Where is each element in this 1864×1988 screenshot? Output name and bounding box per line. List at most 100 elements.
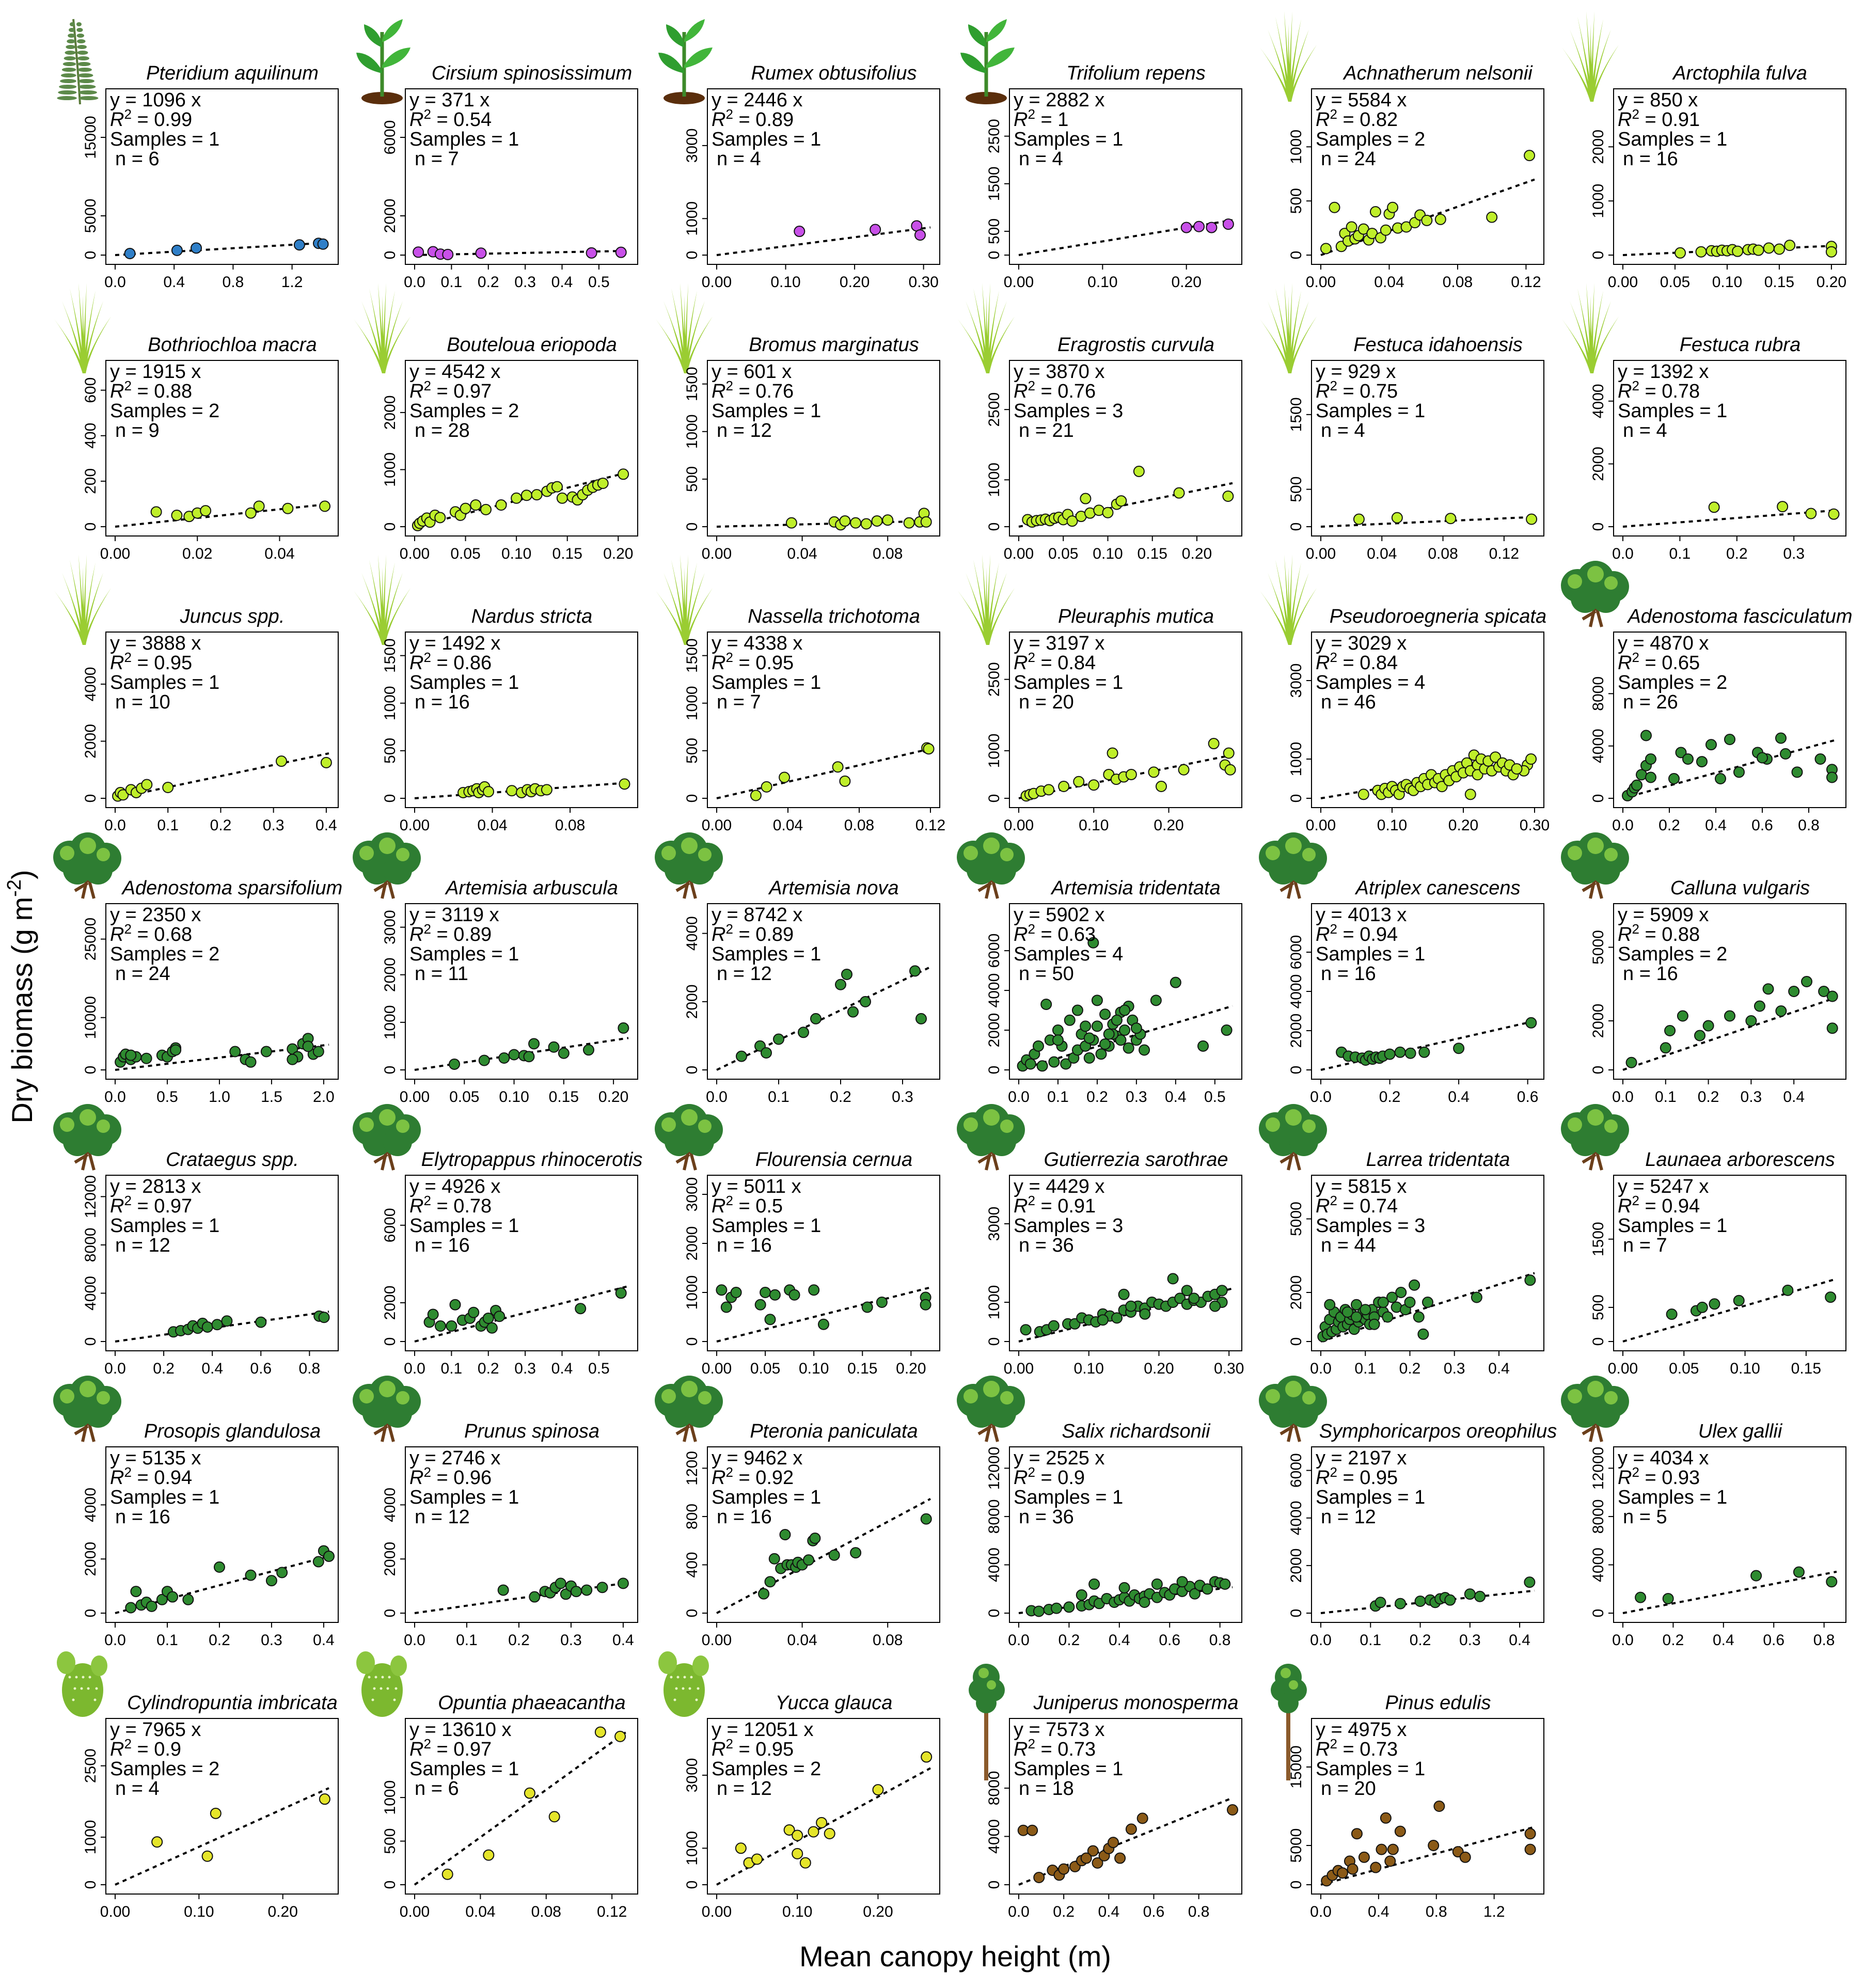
n-label: n = 11 [415, 963, 468, 985]
data-point [1115, 495, 1127, 507]
data-point [1782, 1284, 1794, 1296]
regression-line [414, 1285, 629, 1343]
y-tick-label: 0 [684, 523, 701, 531]
r-squared-label: R2 = 0.78 [409, 1193, 492, 1217]
data-point [1754, 1000, 1765, 1012]
plot-frame [1613, 1175, 1846, 1351]
r-squared-equals: = [733, 381, 755, 402]
data-point [1394, 1825, 1406, 1837]
regression-line [1622, 244, 1837, 256]
equation-label: y = 5247 x [1618, 1176, 1709, 1197]
r-squared-symbol: R [409, 1467, 423, 1489]
r-squared-symbol: R [110, 109, 124, 131]
n-value: 16 [448, 1235, 469, 1256]
r-squared-exponent: 2 [1330, 921, 1337, 937]
y-tick-label: 15000 [1288, 1745, 1305, 1788]
equation-label: y = 5584 x [1316, 89, 1407, 111]
y-tick-label: 1000 [684, 686, 701, 720]
n-prefix: n = [1321, 1235, 1354, 1256]
grass-icon [958, 555, 1015, 645]
n-prefix: n = [1321, 148, 1354, 170]
r-squared-label: R2 = 0.89 [409, 921, 492, 945]
data-point [1694, 1030, 1706, 1042]
data-point [1525, 753, 1537, 765]
x-tick-label: 0.04 [1374, 274, 1404, 291]
r-squared-symbol: R [712, 1739, 725, 1760]
y-tick-label: 8000 [1590, 676, 1607, 711]
data-point [751, 1853, 763, 1865]
data-point [1358, 1851, 1370, 1863]
y-tick-label: 500 [382, 738, 399, 764]
data-point [434, 1320, 446, 1332]
samples-value: 1 [508, 129, 519, 150]
data-point [1080, 1020, 1092, 1032]
plot-frame [405, 88, 638, 265]
data-point [754, 1299, 766, 1311]
x-tick-label: 0.00 [702, 817, 732, 834]
chart-panel: Trifolium repens 0.00 0.10 0.20 0 500 1500 2500… [960, 19, 1242, 291]
x-tick-label: 0.30 [908, 274, 938, 291]
data-point [1180, 222, 1192, 233]
x-tick-label: 0.0 [1008, 1903, 1030, 1920]
data-point [497, 1584, 509, 1596]
samples-prefix: Samples = [1618, 943, 1716, 965]
r-squared-value: 0.78 [453, 1195, 492, 1217]
plot-frame [707, 360, 940, 537]
panel-title: Eragrostis curvula [1057, 334, 1214, 356]
data-point [841, 968, 852, 980]
data-point [1828, 508, 1840, 520]
data-point [1793, 1566, 1805, 1578]
r-squared-symbol: R [1618, 109, 1632, 131]
equation-label: y = 3888 x [110, 633, 201, 654]
data-point [1189, 1588, 1200, 1600]
regression-line [115, 1044, 329, 1071]
n-label: n = 24 [1321, 148, 1376, 170]
y-tick-label: 6000 [1288, 935, 1305, 970]
data-point [1088, 1578, 1100, 1590]
data-point [617, 1577, 629, 1589]
x-tick-label: 0.0 [104, 1632, 126, 1649]
data-point [1417, 1328, 1429, 1340]
data-point [1099, 1008, 1111, 1020]
data-point [1696, 1301, 1708, 1313]
r-squared-label: R2 = 0.95 [1316, 1464, 1398, 1489]
data-point [1324, 1299, 1336, 1311]
r-squared-label: R2 = 0.76 [1014, 378, 1096, 402]
data-point [170, 1044, 182, 1056]
n-prefix: n = [115, 963, 148, 985]
y-tick-label: 4000 [986, 1819, 1003, 1854]
data-point [1464, 788, 1476, 800]
samples-value: 2 [508, 400, 519, 422]
samples-prefix: Samples = [1014, 943, 1112, 965]
samples-value: 1 [810, 672, 821, 693]
equation-label: y = 9462 x [712, 1447, 802, 1469]
y-tick-label: 500 [1288, 188, 1305, 214]
x-tick-label: 0.0 [1310, 1632, 1332, 1649]
n-value: 5 [1656, 1506, 1667, 1528]
data-point [1033, 1605, 1045, 1617]
regression-line [1622, 1277, 1837, 1343]
y-tick-label: 4000 [82, 1276, 99, 1311]
x-tick-label: 0.10 [1093, 545, 1123, 562]
r-squared-value: 0.97 [453, 381, 492, 402]
n-prefix: n = [1321, 420, 1354, 441]
r-squared-value: 0.75 [1360, 381, 1398, 402]
n-label: n = 26 [1623, 691, 1678, 713]
r-squared-equals: = [1639, 381, 1662, 402]
r-squared-label: R2 = 0.97 [409, 1736, 492, 1760]
data-point [1526, 513, 1538, 525]
data-point [470, 499, 482, 511]
data-point [594, 1726, 606, 1738]
r-squared-exponent: 2 [1028, 378, 1035, 393]
y-tick-label: 1500 [684, 367, 701, 401]
data-point [761, 1047, 772, 1059]
plot-frame [1613, 360, 1846, 537]
data-point [1377, 1297, 1389, 1308]
x-tick-label: 0.10 [799, 1360, 829, 1377]
data-point [1394, 1046, 1406, 1058]
y-axis-title-close: ) [6, 870, 38, 879]
data-point [1380, 224, 1392, 236]
plot-frame [707, 1175, 940, 1351]
data-point [1775, 1005, 1787, 1017]
